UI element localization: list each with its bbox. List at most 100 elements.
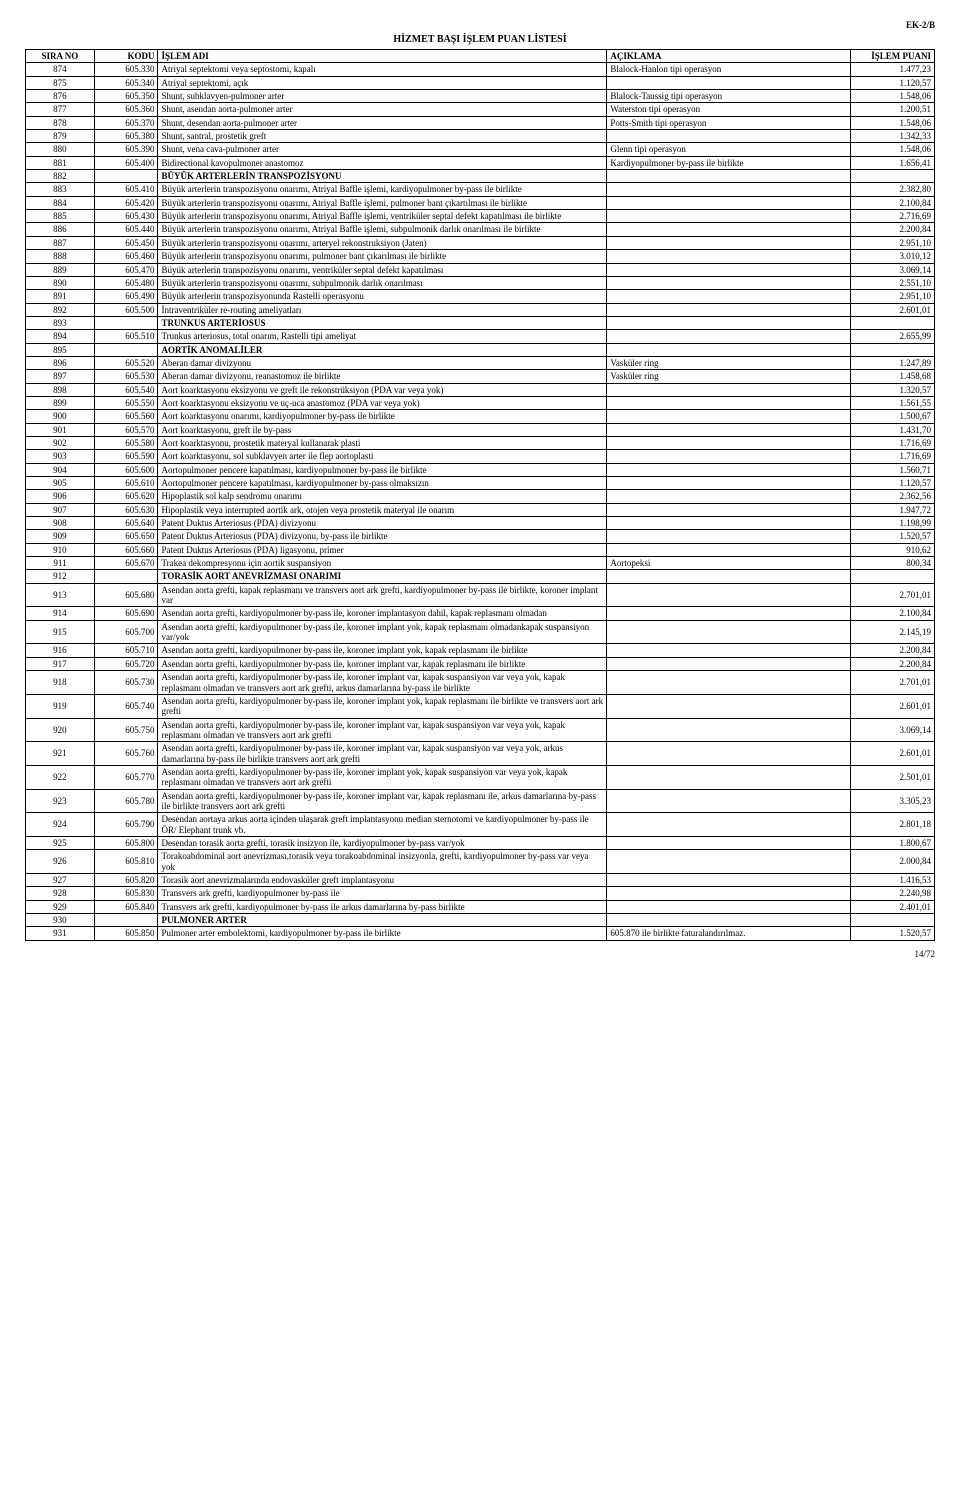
cell-adi: Hipoplastik sol kalp sendromu onarımı <box>158 490 607 503</box>
cell-adi: Asendan aorta grefti, kardiyopulmoner by… <box>158 644 607 657</box>
cell-sira: 928 <box>26 887 95 900</box>
cell-sira: 917 <box>26 657 95 670</box>
cell-kodu: 605.780 <box>94 789 158 813</box>
cell-puan <box>850 170 934 183</box>
cell-adi: Asendan aorta grefti, kardiyopulmoner by… <box>158 742 607 766</box>
cell-aciklama <box>607 503 850 516</box>
table-row: 926605.810Torakoabdominal aort anevrizma… <box>26 850 935 874</box>
cell-adi: Asendan aorta grefti, kardiyopulmoner by… <box>158 765 607 789</box>
cell-puan: 2.100,84 <box>850 607 934 620</box>
cell-kodu: 605.770 <box>94 765 158 789</box>
table-row: 903605.590Aort koarktasyonu, sol subklav… <box>26 450 935 463</box>
cell-adi: Torakoabdominal aort anevrizması,torasik… <box>158 850 607 874</box>
table-row: 914605.690Asendan aorta grefti, kardiyop… <box>26 607 935 620</box>
cell-aciklama <box>607 644 850 657</box>
cell-kodu: 605.580 <box>94 436 158 449</box>
table-row: 930PULMONER ARTER <box>26 914 935 927</box>
cell-adi: Trunkus arteriosus, total onarım, Rastel… <box>158 330 607 343</box>
cell-puan: 910,62 <box>850 543 934 556</box>
cell-sira: 909 <box>26 530 95 543</box>
cell-aciklama <box>607 316 850 329</box>
table-row: 919605.740Asendan aorta grefti, kardiyop… <box>26 694 935 718</box>
cell-aciklama <box>607 250 850 263</box>
cell-aciklama <box>607 490 850 503</box>
cell-aciklama: Aortopeksi <box>607 557 850 570</box>
cell-sira: 879 <box>26 130 95 143</box>
cell-aciklama <box>607 236 850 249</box>
cell-sira: 901 <box>26 423 95 436</box>
cell-sira: 890 <box>26 276 95 289</box>
cell-sira: 910 <box>26 543 95 556</box>
cell-adi: Büyük arterlerin transpozisyonu onarımı,… <box>158 183 607 196</box>
cell-sira: 924 <box>26 813 95 837</box>
table-row: 920605.750Asendan aorta grefti, kardiyop… <box>26 718 935 742</box>
cell-puan: 2.501,01 <box>850 765 934 789</box>
cell-kodu: 605.850 <box>94 927 158 940</box>
cell-kodu: 605.760 <box>94 742 158 766</box>
cell-puan: 1.561,55 <box>850 396 934 409</box>
cell-sira: 883 <box>26 183 95 196</box>
table-row: 924605.790Desendan aortaya arkus aorta i… <box>26 813 935 837</box>
cell-sira: 881 <box>26 156 95 169</box>
cell-puan: 2.601,01 <box>850 303 934 316</box>
cell-aciklama <box>607 410 850 423</box>
cell-aciklama: Vasküler ring <box>607 356 850 369</box>
cell-aciklama <box>607 330 850 343</box>
cell-aciklama <box>607 657 850 670</box>
cell-puan: 2.100,84 <box>850 196 934 209</box>
cell-kodu: 605.540 <box>94 383 158 396</box>
cell-sira: 900 <box>26 410 95 423</box>
table-row: 875605.340Atriyal septektomi, açık1.120,… <box>26 76 935 89</box>
cell-sira: 903 <box>26 450 95 463</box>
cell-aciklama <box>607 196 850 209</box>
table-row: 887605.450Büyük arterlerin transpozisyon… <box>26 236 935 249</box>
table-row: 888605.460Büyük arterlerin transpozisyon… <box>26 250 935 263</box>
table-row: 918605.730Asendan aorta grefti, kardiyop… <box>26 671 935 695</box>
table-row: 891605.490Büyük arterlerin transpozisyon… <box>26 290 935 303</box>
cell-aciklama <box>607 530 850 543</box>
cell-kodu: 605.790 <box>94 813 158 837</box>
cell-adi: Aort koarktasyonu onarımı, kardiyopulmon… <box>158 410 607 423</box>
cell-puan: 1.548,06 <box>850 143 934 156</box>
table-row: 896605.520Aberan damar divizyonuVasküler… <box>26 356 935 369</box>
cell-kodu: 605.470 <box>94 263 158 276</box>
page-footer: 14/72 <box>25 949 935 959</box>
cell-sira: 878 <box>26 116 95 129</box>
cell-kodu: 605.650 <box>94 530 158 543</box>
cell-aciklama <box>607 900 850 913</box>
cell-aciklama <box>607 850 850 874</box>
cell-puan: 1.198,99 <box>850 517 934 530</box>
cell-kodu <box>94 914 158 927</box>
cell-sira: 875 <box>26 76 95 89</box>
cell-sira: 889 <box>26 263 95 276</box>
table-row: 906605.620Hipoplastik sol kalp sendromu … <box>26 490 935 503</box>
table-row: 904605.600Aortopulmoner pencere kapatılm… <box>26 463 935 476</box>
cell-sira: 927 <box>26 874 95 887</box>
cell-adi: Shunt, desendan aorta-pulmoner arter <box>158 116 607 129</box>
cell-aciklama <box>607 303 850 316</box>
cell-adi: TRUNKUS ARTERİOSUS <box>158 316 607 329</box>
cell-kodu: 605.420 <box>94 196 158 209</box>
cell-aciklama <box>607 789 850 813</box>
table-row: 889605.470Büyük arterlerin transpozisyon… <box>26 263 935 276</box>
table-row: 912TORASİK AORT ANEVRİZMASI ONARIMI <box>26 570 935 583</box>
cell-adi: Transvers ark grefti, kardiyopulmoner by… <box>158 900 607 913</box>
cell-puan <box>850 316 934 329</box>
cell-puan: 1.716,69 <box>850 450 934 463</box>
cell-adi: Desendan aortaya arkus aorta içinden ula… <box>158 813 607 837</box>
cell-adi: Asendan aorta grefti, kardiyopulmoner by… <box>158 607 607 620</box>
cell-puan: 1.431,70 <box>850 423 934 436</box>
cell-aciklama <box>607 543 850 556</box>
cell-aciklama <box>607 210 850 223</box>
cell-aciklama <box>607 517 850 530</box>
cell-sira: 914 <box>26 607 95 620</box>
cell-sira: 891 <box>26 290 95 303</box>
cell-kodu: 605.820 <box>94 874 158 887</box>
table-row: 874605.330Atriyal septektomi veya septos… <box>26 63 935 76</box>
cell-aciklama: Blalock-Hanlon tipi operasyon <box>607 63 850 76</box>
cell-adi: Shunt, vena cava-pulmoner arter <box>158 143 607 156</box>
cell-sira: 896 <box>26 356 95 369</box>
cell-sira: 929 <box>26 900 95 913</box>
cell-aciklama <box>607 276 850 289</box>
table-row: 909605.650Patent Duktus Arteriosus (PDA)… <box>26 530 935 543</box>
